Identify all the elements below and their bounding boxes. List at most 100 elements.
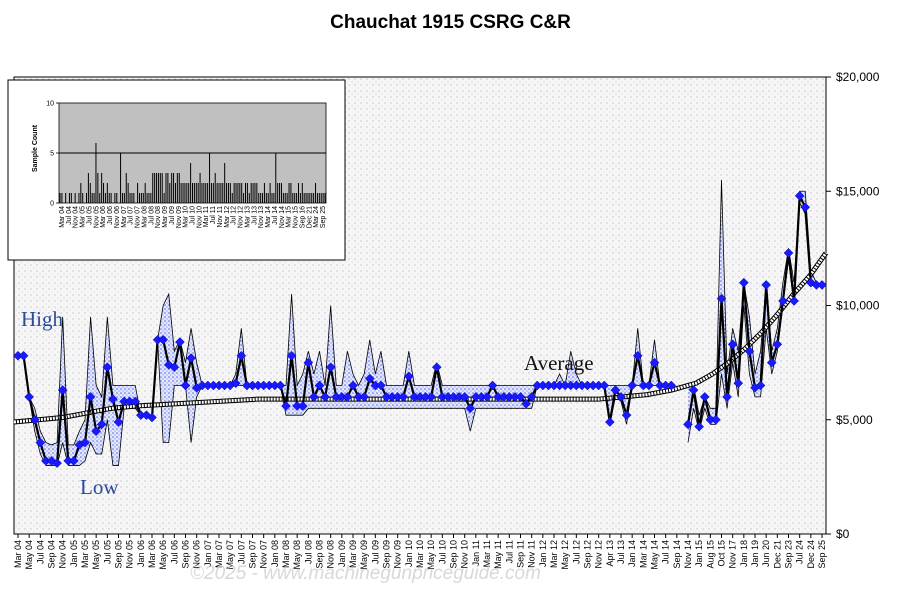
average-price-point — [694, 421, 705, 432]
average-price-point — [359, 392, 370, 402]
average-price-point — [744, 346, 755, 357]
x-tick-label: Mar 09 — [348, 540, 358, 568]
y-tick-label: $15,000 — [836, 184, 880, 198]
inset-x-tick-label: Nov 14 — [279, 206, 286, 228]
average-price-point — [85, 392, 96, 402]
x-tick-label: May 07 — [225, 540, 235, 570]
y-tick-label: $20,000 — [836, 70, 880, 84]
average-price-point — [487, 380, 498, 391]
x-tick-label: Jul 05 — [102, 540, 112, 564]
average-price-point — [314, 380, 325, 391]
inset-x-tick-label: Mar 07 — [121, 206, 128, 228]
annotation-high: High — [21, 307, 64, 331]
x-tick-label: May 14 — [650, 540, 660, 570]
x-tick-label: Sep 10 — [449, 540, 459, 569]
inset-y-tick-label: 5 — [50, 151, 54, 158]
average-price-point — [130, 396, 141, 407]
x-tick-label: Jul 09 — [370, 540, 380, 564]
x-axis: Mar 04 May 04 Jul 04 Sep 04 Nov 04 Jan 05 Mar … — [13, 534, 827, 570]
x-tick-label: May 08 — [292, 540, 302, 570]
x-tick-label: Sep 14 — [672, 540, 682, 569]
average-price-point — [644, 380, 654, 391]
inset-x-tick-label: Mar 10 — [183, 206, 190, 228]
average-price-point — [666, 380, 677, 391]
sample-count-inset: 0 5 10 Mar 04 Jul 04 Nov 04 Mar 05 Jul 05 Nov 05… — [7, 79, 346, 261]
x-tick-label: Mar 07 — [214, 540, 224, 568]
average-price-point — [727, 339, 738, 350]
average-price-point — [632, 350, 643, 361]
average-price-point — [817, 280, 827, 290]
average-price-point — [281, 401, 291, 411]
average-price-point — [175, 337, 185, 347]
average-price-point — [604, 417, 615, 427]
average-price-point — [169, 362, 180, 373]
inset-x-tick-label: Jul 13 — [251, 206, 258, 225]
x-tick-label: Jul 12 — [571, 540, 581, 564]
x-tick-label: Jan 15 — [694, 540, 704, 567]
average-price-point — [403, 371, 414, 382]
average-price-point — [482, 392, 492, 402]
x-tick-label: Mar 08 — [281, 540, 291, 568]
x-tick-label: Sep 23 — [784, 540, 794, 569]
average-price-point — [180, 380, 191, 391]
average-price-point — [716, 293, 727, 304]
x-tick-label: Jul 24 — [795, 540, 805, 564]
average-price-point — [186, 353, 196, 363]
x-tick-label: Jul 11 — [504, 540, 514, 563]
average-price-point — [459, 392, 470, 402]
average-price-point — [778, 296, 788, 306]
x-tick-label: Jan 12 — [538, 540, 548, 567]
average-price-point — [52, 458, 62, 469]
high-low-band-area — [688, 179, 822, 443]
x-tick-label: Mar 14 — [638, 540, 648, 568]
x-tick-label: Jan 19 — [750, 540, 760, 567]
x-tick-label: Jul 06 — [169, 540, 179, 564]
inset-x-tick-label: Nov 13 — [258, 206, 265, 228]
x-tick-label: Nov 17 — [728, 540, 738, 569]
average-price-point — [309, 392, 319, 402]
average-price-point — [711, 414, 721, 425]
average-price-point — [303, 357, 314, 368]
inset-x-tick-label: Mar 13 — [244, 206, 251, 228]
x-tick-label: Nov 08 — [326, 540, 336, 569]
average-price-point — [627, 380, 638, 391]
x-tick-label: Jul 04 — [35, 540, 45, 564]
y-tick-label: $5,000 — [836, 413, 873, 427]
x-tick-label: May 11 — [493, 540, 503, 569]
average-price-point — [722, 392, 732, 402]
high-low-band — [18, 179, 822, 466]
average-price-point — [96, 419, 107, 430]
average-price-point — [599, 380, 610, 391]
x-tick-label: Jul 10 — [437, 540, 447, 564]
inset-x-tick-label: Sep 25 — [320, 206, 327, 228]
x-tick-label: Jan 09 — [337, 540, 347, 567]
average-price-point — [325, 362, 336, 373]
inset-y-tick-label: 10 — [46, 101, 54, 108]
inset-x-tick-label: Nov 04 — [73, 206, 80, 228]
average-price-point — [275, 380, 286, 391]
x-tick-label: May 05 — [91, 540, 101, 570]
inset-x-tick-label: Jul 08 — [148, 206, 155, 225]
average-price-point — [789, 296, 799, 306]
x-tick-label: Jul 13 — [616, 540, 626, 564]
inset-x-tick-label: Jul 07 — [128, 206, 135, 225]
average-price-point — [147, 412, 157, 423]
average-trend-line — [13, 251, 829, 425]
inset-x-tick-label: Mar 24 — [313, 206, 320, 228]
x-tick-label: Sep 07 — [248, 540, 258, 569]
inset-x-tick-label: Jul 09 — [169, 206, 176, 225]
x-tick-label: Dec 24 — [806, 540, 816, 569]
average-price-point — [755, 380, 766, 391]
average-price-point — [286, 350, 297, 361]
high-low-band-area — [18, 294, 672, 466]
average-price-point — [320, 392, 330, 402]
average-price-point — [688, 385, 699, 395]
x-tick-label: Mar 05 — [80, 540, 90, 568]
x-tick-label: Dec 21 — [772, 540, 782, 569]
average-price-markers — [13, 190, 827, 469]
inset-x-tick-label: Mar 14 — [265, 206, 272, 228]
inset-x-tick-label: Jul 12 — [231, 206, 238, 225]
chart-title: Chauchat 1915 CSRG C&R — [330, 12, 571, 33]
inset-x-tick-label: Jul 11 — [210, 206, 217, 224]
